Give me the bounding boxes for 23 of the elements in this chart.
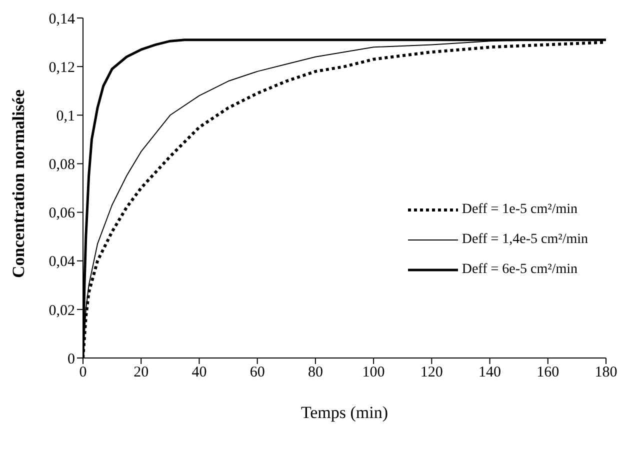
y-tick-label: 0,12 (48, 60, 75, 76)
x-tick-label: 100 (362, 364, 385, 381)
x-tick-label: 40 (192, 364, 207, 381)
x-tick-label: 20 (134, 364, 149, 381)
y-tick-label: 0,08 (48, 157, 75, 174)
x-tick-label: 80 (308, 364, 323, 381)
y-tick-label: 0,02 (48, 302, 75, 319)
x-tick-label: 120 (420, 364, 443, 381)
x-tick-label: 60 (250, 364, 265, 381)
x-axis-title: Temps (min) (300, 403, 388, 422)
x-tick-label: 180 (594, 364, 618, 381)
y-tick-label: 0 (68, 351, 75, 368)
y-tick-label: 0,04 (48, 254, 76, 270)
legend-label: Deff = 1e-5 cm²/min (462, 202, 578, 218)
y-tick-label: 0,14 (48, 11, 76, 28)
y-tick-label: 0,06 (48, 206, 76, 222)
x-tick-label: 160 (536, 364, 560, 381)
y-tick-label: 0,1 (56, 108, 75, 124)
y-axis-title: Concentration normalisée (9, 89, 28, 278)
x-tick-label: 140 (478, 364, 502, 381)
x-tick-label: 0 (79, 364, 87, 381)
legend-label: Deff = 6e-5 cm²/min (462, 262, 578, 278)
legend-label: Deff = 1,4e-5 cm²/min (462, 232, 588, 248)
